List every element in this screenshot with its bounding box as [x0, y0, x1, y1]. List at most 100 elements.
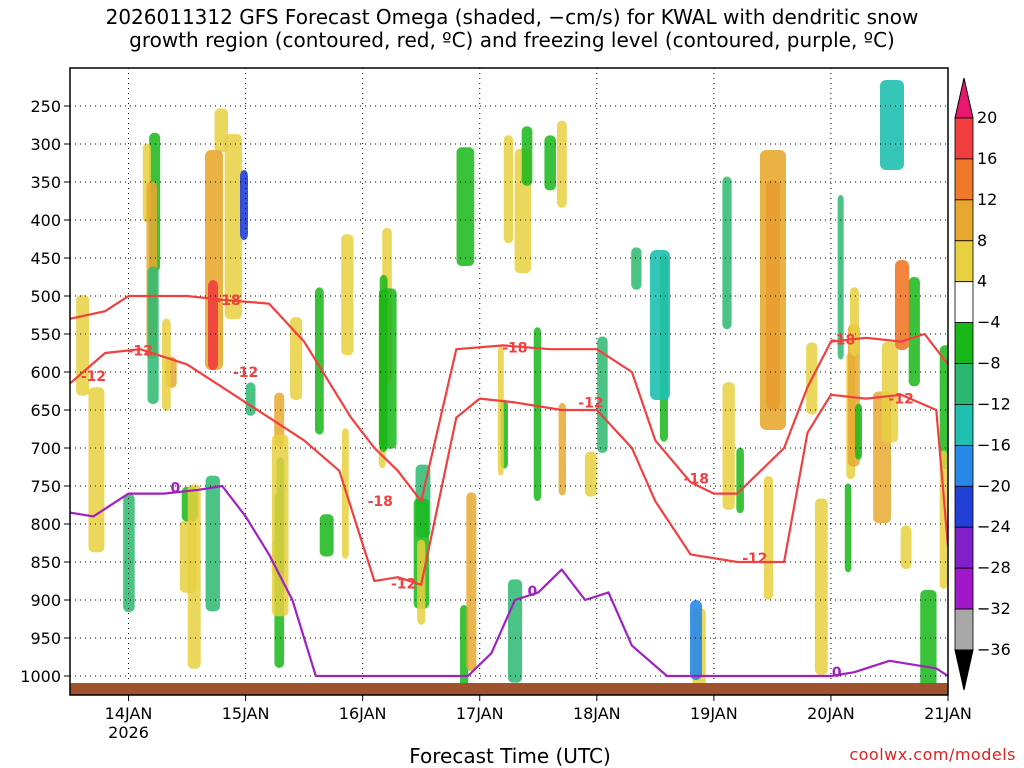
- shade-patch: [224, 134, 242, 320]
- y-tick-label: 300: [30, 135, 61, 154]
- contour-line: [70, 294, 948, 503]
- y-tick-label: 400: [30, 211, 61, 230]
- colorbar-top-arrow: [954, 77, 974, 119]
- y-tick-label: 750: [30, 477, 61, 496]
- chart-title: 2026011312 GFS Forecast Omega (shaded, −…: [105, 5, 919, 29]
- shade-patch: [855, 403, 863, 460]
- omega-shading: [76, 80, 948, 695]
- shade-patch: [341, 234, 354, 356]
- contour-label: -12: [233, 365, 258, 381]
- shade-core: [690, 600, 702, 680]
- contour-label: 0: [170, 481, 180, 497]
- shade-core: [760, 150, 786, 430]
- y-tick-label: 350: [30, 173, 61, 192]
- colorbar-box: [954, 567, 974, 610]
- shade-patch: [245, 382, 256, 416]
- colorbar-label: −16: [977, 435, 1011, 454]
- shade-patch: [460, 604, 469, 695]
- contours: -18 -12 -12 -12 -18 -12 -18 -12 -18 -12 -18 -12 0 0 0: [70, 293, 948, 681]
- shade-core: [650, 250, 670, 400]
- colorbar-box: [954, 158, 974, 201]
- colorbar-box: [954, 199, 974, 242]
- shade-patch: [466, 492, 477, 672]
- shade-patch: [533, 327, 542, 502]
- x-tick-year: 2026: [108, 723, 149, 742]
- shade-patch: [314, 287, 324, 435]
- shade-core: [208, 280, 218, 370]
- colorbar-label: −12: [977, 394, 1011, 413]
- shade-patch: [900, 525, 912, 570]
- colorbar: 20 16 12 8 4 −4 −8 −12 −16 −20 −24 −28 −32 −36: [954, 77, 1011, 691]
- shade-patch: [503, 135, 514, 244]
- shade-patch: [507, 579, 523, 683]
- y-tick-label: 650: [30, 401, 61, 420]
- x-tick-label: 18JAN: [573, 704, 621, 723]
- x-tick-label: 15JAN: [222, 704, 270, 723]
- shade-patch: [939, 345, 948, 470]
- colorbar-label: −20: [977, 476, 1011, 495]
- colorbar-box: [954, 404, 974, 446]
- colorbar-box: [954, 363, 974, 405]
- x-tick-label: 21JAN: [924, 704, 972, 723]
- contour-label: -12: [128, 344, 153, 360]
- shade-patch: [939, 450, 948, 589]
- y-tick-label: 700: [30, 439, 61, 458]
- shade-patch: [187, 484, 201, 669]
- colorbar-box: [954, 240, 974, 283]
- contour-label: -12: [742, 551, 767, 567]
- shade-patch: [123, 493, 135, 613]
- shade-patch: [722, 176, 732, 330]
- shade-patch: [88, 387, 105, 553]
- shade-patch: [584, 451, 597, 497]
- shade-patch: [844, 483, 852, 573]
- contour-label: -18: [502, 341, 527, 357]
- contour-label: 0: [832, 665, 842, 681]
- credit-link[interactable]: coolwx.com/models: [849, 745, 1016, 764]
- colorbar-label: 4: [977, 272, 987, 291]
- shade-patch: [556, 120, 567, 208]
- shade-patch: [597, 336, 608, 453]
- colorbar-label: −28: [977, 558, 1011, 577]
- shade-patch: [205, 475, 220, 612]
- colorbar-label: 20: [977, 108, 997, 127]
- shade-patch: [521, 126, 533, 186]
- contour-label: -18: [684, 471, 709, 487]
- colorbar-box: [954, 322, 974, 364]
- shade-patch: [214, 108, 228, 153]
- y-axis: 250 300 350 400 450 500 550 600 650 700 750 800 850 9…: [20, 97, 70, 686]
- colorbar-label: −36: [977, 640, 1011, 659]
- shade-patch: [736, 447, 744, 514]
- contour-line: [70, 348, 948, 586]
- x-tick-label: 19JAN: [690, 704, 738, 723]
- y-tick-label: 600: [30, 363, 61, 382]
- shade-patch: [319, 514, 334, 557]
- contour-label: -18: [368, 494, 393, 510]
- terrain-band: [70, 683, 948, 695]
- shade-patch: [722, 382, 735, 510]
- contour-label: -12: [578, 395, 603, 411]
- x-tick-label: 17JAN: [456, 704, 504, 723]
- shade-patch: [814, 498, 828, 675]
- shade-patch: [558, 402, 567, 496]
- shade-core: [240, 170, 248, 240]
- colorbar-box: [954, 117, 974, 160]
- colorbar-label: 8: [977, 231, 987, 250]
- colorbar-label: −24: [977, 517, 1011, 536]
- colorbar-box: [954, 281, 974, 324]
- contour-label: -12: [81, 369, 106, 385]
- y-tick-label: 950: [30, 629, 61, 648]
- y-tick-label: 550: [30, 325, 61, 344]
- colorbar-box: [954, 485, 974, 528]
- colorbar-label: −32: [977, 599, 1011, 618]
- x-tick-label: 20JAN: [807, 704, 855, 723]
- y-tick-label: 250: [30, 97, 61, 116]
- shade-patch: [908, 276, 920, 387]
- shade-core: [880, 80, 904, 170]
- y-tick-label: 450: [30, 249, 61, 268]
- colorbar-label: 12: [977, 190, 997, 209]
- shade-patch: [497, 346, 504, 476]
- contour-label: -12: [391, 576, 416, 592]
- colorbar-label: −8: [977, 354, 1001, 373]
- contour-label: 0: [528, 584, 538, 600]
